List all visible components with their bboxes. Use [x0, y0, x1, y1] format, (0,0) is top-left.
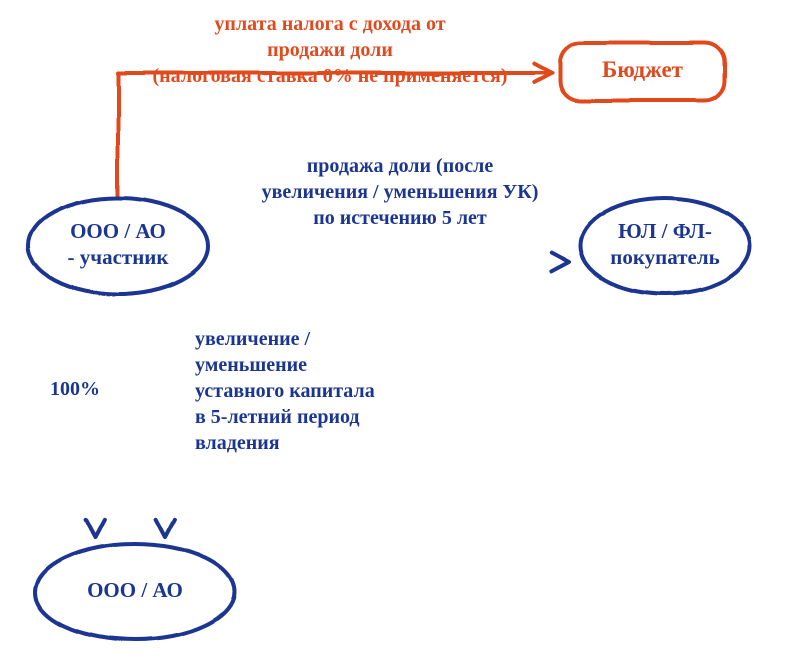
- edge-label-sale_to_buyer: продажа доли (послеувеличения / уменьшен…: [262, 155, 539, 229]
- edge-tax_to_budget: [118, 73, 552, 198]
- node-label-subsidiary: ООО / АО: [87, 578, 183, 602]
- edge-label-tax_to_budget: уплата налога с дохода отпродажи доли(на…: [153, 13, 508, 87]
- node-label-budget: Бюджет: [602, 57, 684, 82]
- edge-label-hundred_percent: 100%: [50, 378, 100, 400]
- edge-label-capital_change: увеличение /уменьшениеуставного капитала…: [195, 328, 375, 454]
